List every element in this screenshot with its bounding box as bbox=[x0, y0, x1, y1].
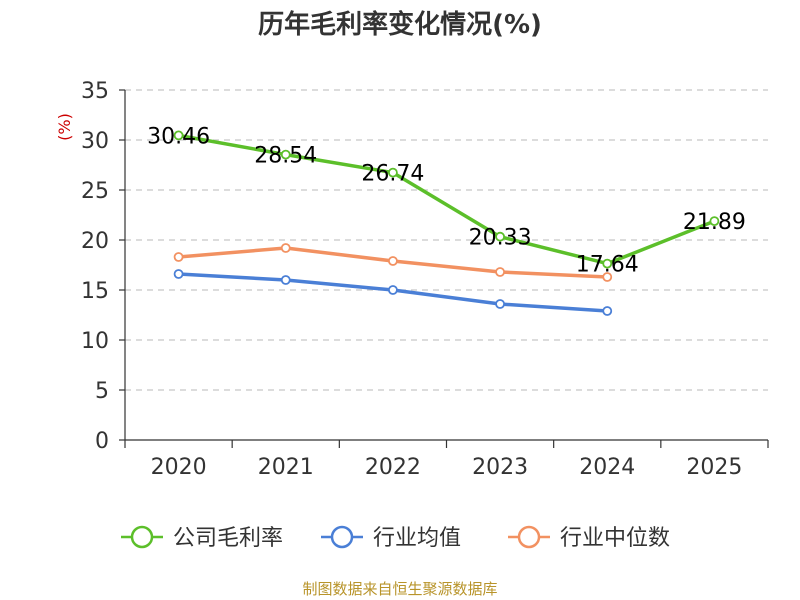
data-point bbox=[495, 267, 505, 277]
legend: 公司毛利率 行业均值 行业中位数 bbox=[121, 525, 670, 551]
data-point bbox=[173, 269, 184, 279]
data-point bbox=[602, 306, 613, 316]
chart-title: 历年毛利率变化情况(%) bbox=[258, 9, 542, 40]
data-point bbox=[495, 231, 505, 242]
y-tick-label: 10 bbox=[81, 329, 109, 354]
data-labels: 30.46 28.54 26.74 20.33 17.64 21.89 bbox=[147, 124, 746, 277]
data-point bbox=[602, 272, 613, 282]
x-tick-label: 2023 bbox=[472, 455, 528, 480]
source-note: 制图数据来自恒生聚源数据库 bbox=[302, 580, 497, 598]
series-line-0 bbox=[178, 133, 716, 266]
y-tick-label: 25 bbox=[81, 179, 109, 204]
data-point bbox=[280, 275, 291, 285]
legend-label: 公司毛利率 bbox=[173, 526, 283, 551]
grid bbox=[125, 89, 768, 391]
data-point bbox=[388, 285, 398, 295]
data-point bbox=[173, 130, 184, 141]
data-point bbox=[280, 149, 291, 160]
data-point bbox=[709, 216, 720, 227]
data-label: 30.46 bbox=[147, 124, 210, 149]
data-label: 17.64 bbox=[576, 253, 639, 278]
y-axis-label: (%) bbox=[55, 113, 74, 141]
data-point bbox=[173, 252, 184, 262]
legend-marker bbox=[130, 525, 154, 549]
data-point bbox=[388, 256, 398, 266]
data-label: 21.89 bbox=[683, 210, 746, 235]
y-tick-label: 0 bbox=[95, 429, 109, 454]
series-group bbox=[173, 130, 720, 316]
data-label: 20.33 bbox=[469, 226, 532, 251]
legend-marker bbox=[517, 525, 541, 549]
x-ticks: 2020 2021 2022 2023 2024 2025 bbox=[124, 440, 769, 480]
y-tick-label: 35 bbox=[81, 79, 109, 104]
x-tick-label: 2024 bbox=[579, 455, 635, 480]
y-tick-label: 20 bbox=[81, 229, 109, 254]
y-tick-label: 30 bbox=[81, 129, 109, 154]
data-point bbox=[388, 167, 398, 178]
data-label: 28.54 bbox=[254, 144, 317, 169]
x-tick-label: 2021 bbox=[258, 455, 314, 480]
data-point bbox=[495, 299, 505, 309]
y-tick-label: 15 bbox=[81, 279, 109, 304]
data-point bbox=[280, 243, 291, 253]
data-label: 26.74 bbox=[361, 162, 424, 187]
x-tick-label: 2020 bbox=[151, 455, 207, 480]
x-tick-label: 2022 bbox=[365, 455, 421, 480]
legend-label: 行业中位数 bbox=[560, 526, 670, 551]
x-tick-label: 2025 bbox=[686, 455, 742, 480]
legend-marker bbox=[330, 525, 354, 549]
legend-label: 行业均值 bbox=[373, 526, 461, 551]
y-ticks: 0 5 10 15 20 25 30 35 bbox=[81, 79, 125, 454]
data-point bbox=[602, 258, 613, 269]
y-tick-label: 5 bbox=[95, 379, 109, 404]
